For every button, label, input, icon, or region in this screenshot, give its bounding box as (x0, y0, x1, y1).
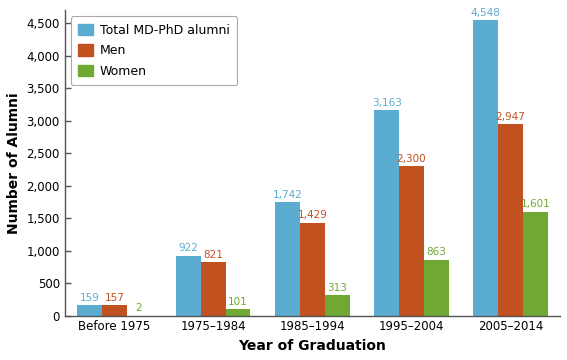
Bar (473, 20, 498, 316)
Bar (399, 166, 424, 316)
Bar (275, 202, 300, 316)
Text: 101: 101 (229, 297, 248, 307)
Text: 4,548: 4,548 (471, 8, 501, 18)
Text: 2,300: 2,300 (397, 154, 426, 164)
Bar (201, 262, 226, 316)
Bar (424, 260, 448, 316)
Text: 1,429: 1,429 (298, 211, 327, 220)
Text: 2,947: 2,947 (496, 112, 526, 122)
Bar (77, 305, 102, 316)
Text: 159: 159 (79, 293, 99, 303)
Bar (523, 212, 548, 316)
Text: 313: 313 (327, 283, 347, 293)
Bar (226, 309, 251, 316)
Bar (374, 110, 399, 316)
Legend: Total MD-PhD alumni, Men, Women: Total MD-PhD alumni, Men, Women (71, 16, 237, 85)
Bar (102, 305, 126, 316)
Text: 1,601: 1,601 (521, 199, 550, 209)
Y-axis label: Number of Alumni: Number of Alumni (7, 92, 21, 234)
Text: 922: 922 (179, 243, 198, 253)
Bar (325, 295, 349, 316)
Text: 1,742: 1,742 (273, 190, 303, 200)
Bar (176, 256, 201, 316)
Text: 3,163: 3,163 (372, 98, 401, 108)
Text: 863: 863 (426, 247, 446, 257)
Bar (498, 124, 523, 316)
Text: 157: 157 (104, 293, 124, 303)
Bar (300, 223, 325, 316)
X-axis label: Year of Graduation: Year of Graduation (239, 339, 386, 353)
Text: 821: 821 (204, 250, 223, 260)
Text: 2: 2 (136, 303, 142, 313)
